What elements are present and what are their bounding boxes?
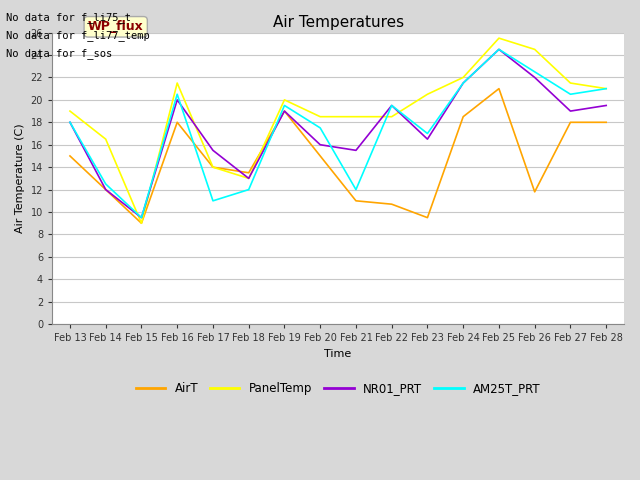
PanelTemp [280, 97, 288, 103]
AirT [173, 120, 181, 125]
NR01_PRT [66, 120, 74, 125]
AM25T_PRT [245, 187, 253, 192]
AirT [280, 108, 288, 114]
X-axis label: Time: Time [324, 349, 352, 359]
NR01_PRT [424, 136, 431, 142]
AM25T_PRT [352, 187, 360, 192]
AirT [424, 215, 431, 220]
AirT [102, 187, 109, 192]
AirT [245, 170, 253, 176]
AirT [316, 153, 324, 159]
AM25T_PRT [66, 120, 74, 125]
Title: Air Temperatures: Air Temperatures [273, 15, 404, 30]
AirT [352, 198, 360, 204]
AirT [460, 114, 467, 120]
AirT [495, 86, 503, 92]
PanelTemp [352, 114, 360, 120]
AirT [602, 120, 610, 125]
Line: NR01_PRT: NR01_PRT [70, 49, 606, 217]
NR01_PRT [209, 147, 217, 153]
AM25T_PRT [102, 181, 109, 187]
AirT [566, 120, 574, 125]
PanelTemp [245, 176, 253, 181]
AirT [209, 164, 217, 170]
PanelTemp [566, 80, 574, 86]
AM25T_PRT [495, 47, 503, 52]
NR01_PRT [531, 74, 538, 80]
PanelTemp [495, 36, 503, 41]
PanelTemp [138, 220, 145, 226]
AirT [66, 153, 74, 159]
AirT [138, 220, 145, 226]
PanelTemp [460, 74, 467, 80]
NR01_PRT [566, 108, 574, 114]
Y-axis label: Air Temperature (C): Air Temperature (C) [15, 123, 25, 233]
Text: No data for f_sos: No data for f_sos [6, 48, 113, 60]
AM25T_PRT [566, 91, 574, 97]
NR01_PRT [138, 215, 145, 220]
NR01_PRT [602, 103, 610, 108]
AM25T_PRT [388, 103, 396, 108]
NR01_PRT [173, 97, 181, 103]
PanelTemp [424, 91, 431, 97]
NR01_PRT [316, 142, 324, 148]
NR01_PRT [460, 80, 467, 86]
Legend: AirT, PanelTemp, NR01_PRT, AM25T_PRT: AirT, PanelTemp, NR01_PRT, AM25T_PRT [131, 378, 545, 400]
Text: No data for f_li75_t: No data for f_li75_t [6, 12, 131, 23]
Text: WP_flux: WP_flux [88, 20, 143, 33]
PanelTemp [316, 114, 324, 120]
PanelTemp [173, 80, 181, 86]
AM25T_PRT [209, 198, 217, 204]
PanelTemp [531, 47, 538, 52]
Line: PanelTemp: PanelTemp [70, 38, 606, 223]
NR01_PRT [388, 103, 396, 108]
AirT [531, 189, 538, 195]
NR01_PRT [280, 108, 288, 114]
Line: AM25T_PRT: AM25T_PRT [70, 49, 606, 217]
PanelTemp [388, 114, 396, 120]
NR01_PRT [102, 187, 109, 192]
PanelTemp [102, 136, 109, 142]
AM25T_PRT [602, 86, 610, 92]
Line: AirT: AirT [70, 89, 606, 223]
AM25T_PRT [280, 103, 288, 108]
AM25T_PRT [138, 215, 145, 220]
AM25T_PRT [460, 80, 467, 86]
AM25T_PRT [316, 125, 324, 131]
Text: No data for f_li77_temp: No data for f_li77_temp [6, 30, 150, 41]
PanelTemp [602, 86, 610, 92]
NR01_PRT [245, 176, 253, 181]
PanelTemp [66, 108, 74, 114]
NR01_PRT [352, 147, 360, 153]
NR01_PRT [495, 47, 503, 52]
AM25T_PRT [173, 91, 181, 97]
AirT [388, 201, 396, 207]
AM25T_PRT [531, 69, 538, 75]
AM25T_PRT [424, 131, 431, 136]
PanelTemp [209, 164, 217, 170]
